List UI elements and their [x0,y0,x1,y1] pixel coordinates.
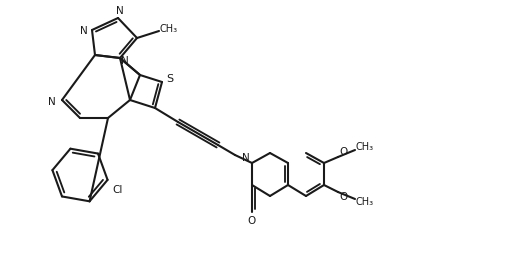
Text: O: O [339,192,347,202]
Text: CH₃: CH₃ [356,197,374,207]
Text: N: N [121,56,129,66]
Text: N: N [242,153,250,163]
Text: CH₃: CH₃ [160,24,178,34]
Text: CH₃: CH₃ [356,142,374,152]
Text: N: N [48,97,56,107]
Text: N: N [116,6,124,16]
Text: O: O [248,216,256,226]
Text: O: O [339,147,347,157]
Text: S: S [166,74,174,84]
Text: Cl: Cl [112,185,123,195]
Text: N: N [80,26,88,36]
